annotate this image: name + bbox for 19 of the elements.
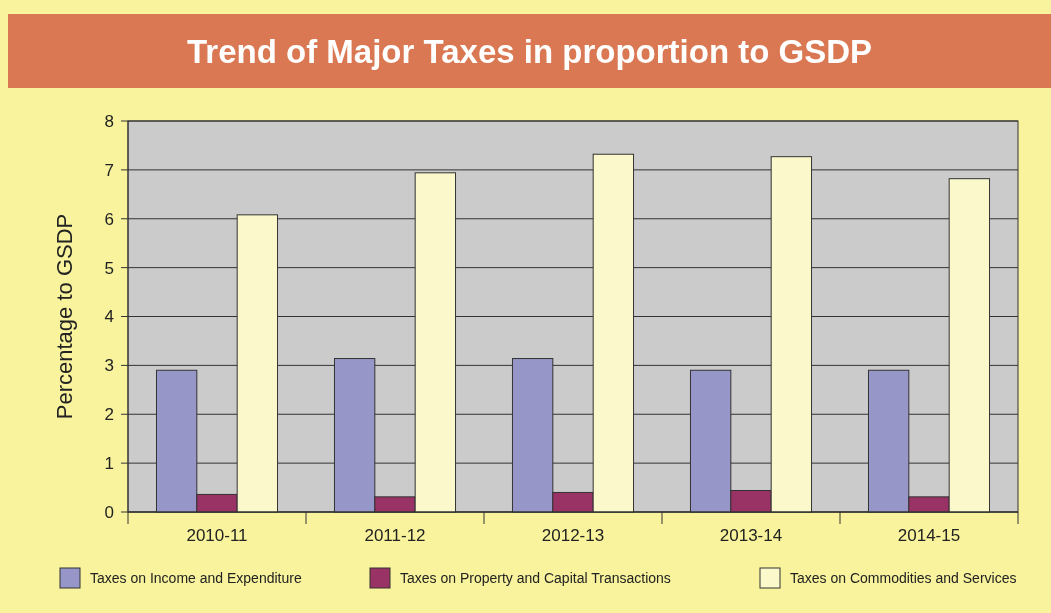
y-tick-label: 6 [104, 209, 114, 229]
x-tick-label: 2013-14 [719, 526, 783, 545]
y-tick-label: 8 [104, 111, 114, 131]
y-tick-label: 7 [104, 160, 114, 180]
y-tick-label: 3 [104, 356, 114, 376]
y-tick-label: 4 [104, 307, 114, 327]
x-tick-label: 2014-15 [897, 526, 961, 545]
legend-label: Taxes on Income and Expenditure [90, 569, 302, 586]
x-tick-label: 2012-13 [541, 526, 605, 545]
legend-label: Taxes on Property and Capital Transactions [400, 569, 671, 586]
y-axis-title: Percentage to GSDP [52, 213, 77, 420]
chart-title: Trend of Major Taxes in proportion to GSDP [186, 33, 873, 70]
y-tick-label: 0 [104, 502, 114, 522]
y-tick-label: 5 [104, 258, 114, 278]
x-tick-label: 2010-11 [186, 526, 248, 545]
legend-label: Taxes on Commodities and Services [790, 569, 1017, 586]
y-tick-label: 2 [104, 405, 114, 425]
x-tick-label: 2011-12 [364, 526, 426, 545]
y-tick-label: 1 [104, 454, 114, 474]
